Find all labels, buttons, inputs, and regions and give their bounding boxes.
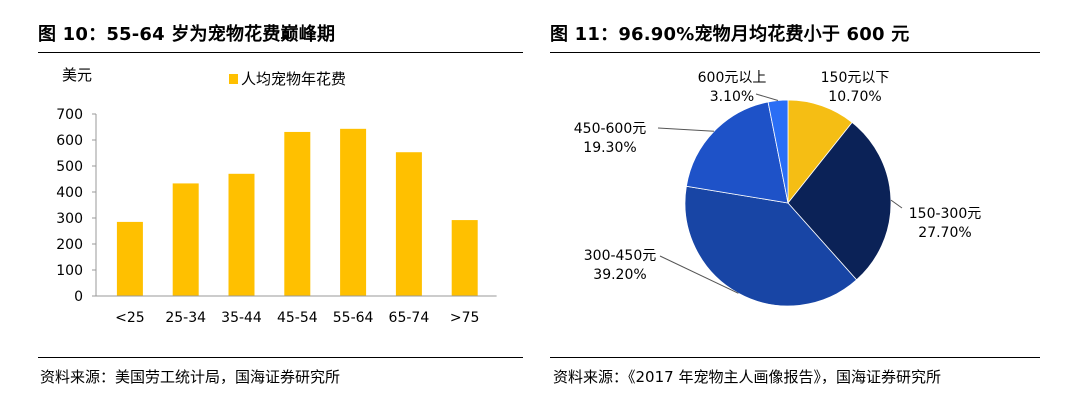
y-tick-label: 700 — [56, 107, 83, 123]
slice-value-label: 10.70% — [828, 89, 881, 105]
x-tick-label: 35-44 — [221, 310, 262, 326]
pie-slice — [685, 101, 789, 204]
bar — [116, 221, 143, 296]
legend-swatch — [229, 74, 238, 84]
leader-line — [657, 127, 715, 132]
left-source-note: 资料来源：美国劳工统计局，国海证券研究所 — [40, 368, 341, 386]
left-chart-title: 图 10：55-64 岁为宠物花费巅峰期 — [38, 24, 336, 45]
leader-line — [755, 93, 779, 101]
pie-slice — [787, 99, 853, 205]
slice-category-label: 300-450元 — [584, 248, 657, 264]
slice-value-label: 27.70% — [918, 225, 971, 241]
pie-chart: 150元以下 10.70% 150-300元 27.70% 300-450元 39.20%… — [574, 70, 982, 307]
bar-chart: 美元 人均宠物年花费 0 100 200 300 400 500 600 700 <25 25-34 3… — [56, 66, 497, 326]
legend-label: 人均宠物年花费 — [241, 70, 346, 88]
left-title-rule — [38, 52, 523, 53]
y-tick-label: 600 — [56, 133, 83, 149]
right-title-rule — [550, 52, 1040, 53]
bar — [395, 152, 422, 296]
left-footer-rule — [38, 357, 523, 358]
y-tick-label: 500 — [56, 159, 83, 175]
bar — [451, 220, 478, 296]
bar — [284, 131, 311, 296]
right-chart-title: 图 11：96.90%宠物月均花费小于 600 元 — [550, 24, 910, 45]
slice-value-label: 39.20% — [593, 267, 646, 283]
y-unit-label: 美元 — [62, 66, 92, 84]
slice-category-label: 600元以上 — [698, 70, 767, 86]
leader-line — [890, 199, 903, 209]
slice-value-label: 3.10% — [710, 89, 754, 105]
x-tick-label: 65-74 — [389, 310, 430, 326]
slice-category-label: 150-300元 — [909, 206, 982, 222]
x-tick-label: 25-34 — [165, 310, 206, 326]
right-source-note: 资料来源：《2017 年宠物主人画像报告》，国海证券研究所 — [553, 368, 941, 386]
bar — [340, 128, 367, 296]
x-tick-label: 45-54 — [277, 310, 318, 326]
leader-line — [659, 255, 739, 294]
pie-slice — [787, 121, 892, 281]
bar — [228, 173, 255, 296]
y-tick-label: 200 — [56, 237, 83, 253]
y-tick-label: 400 — [56, 185, 83, 201]
bar — [172, 183, 199, 296]
x-tick-label: <25 — [115, 310, 145, 326]
x-tick-label: >75 — [450, 310, 480, 326]
slice-category-label: 450-600元 — [574, 121, 647, 137]
y-tick-label: 100 — [56, 263, 83, 279]
y-tick-label: 0 — [74, 289, 83, 305]
y-tick-label: 300 — [56, 211, 83, 227]
x-tick-label: 55-64 — [333, 310, 374, 326]
slice-value-label: 19.30% — [583, 140, 636, 156]
slice-category-label: 150元以下 — [821, 70, 890, 86]
right-footer-rule — [550, 357, 1040, 358]
